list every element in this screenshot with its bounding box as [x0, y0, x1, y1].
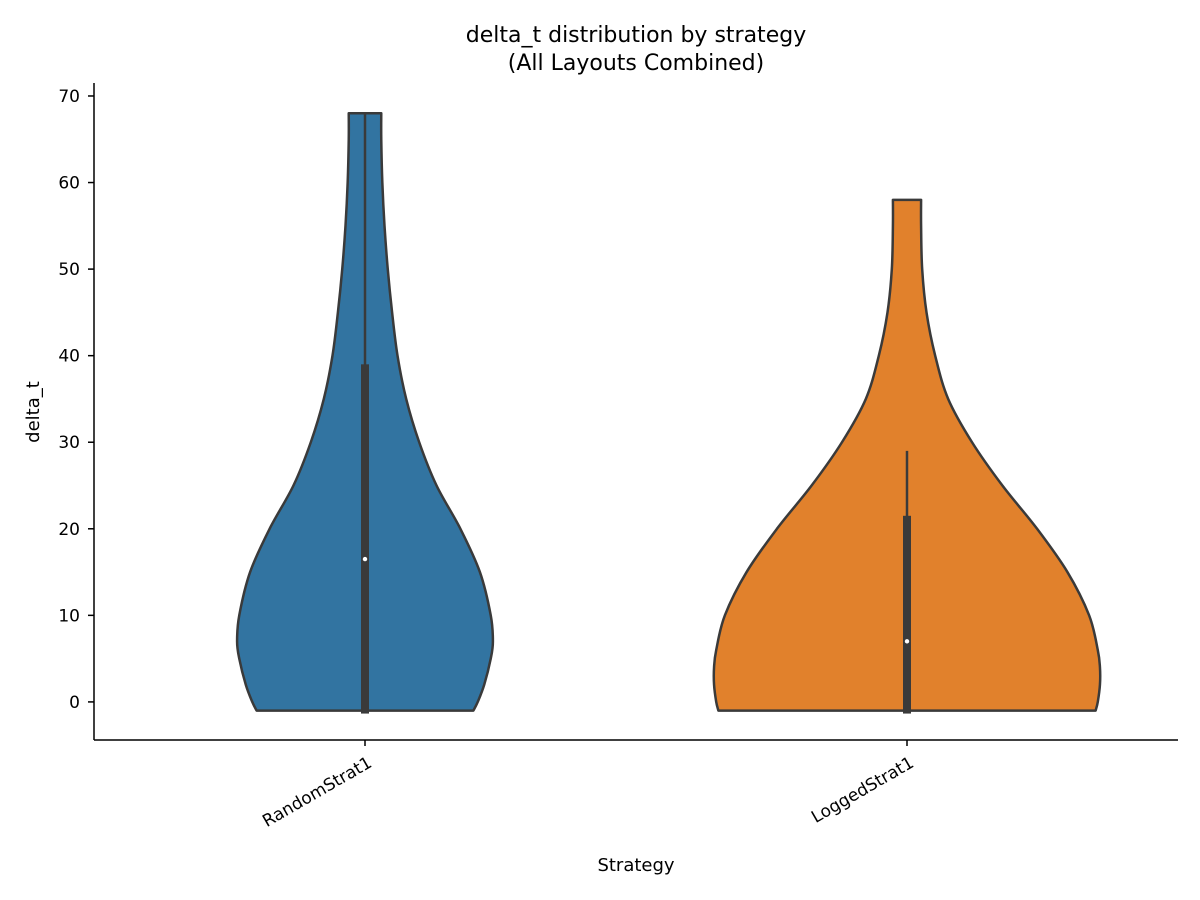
violin-median-dot: [362, 556, 368, 562]
y-axis-label: delta_t: [23, 381, 44, 443]
y-tick-label: 50: [58, 260, 80, 280]
y-axis-ticks: 0 10 20 30 40 50 60 70: [58, 87, 94, 713]
y-tick-label: 60: [58, 174, 80, 194]
x-axis-label: Strategy: [597, 855, 674, 876]
violin-median-dot: [904, 639, 910, 644]
y-tick-label: 10: [58, 606, 80, 626]
chart-title-line-1: delta_t distribution by strategy: [466, 23, 806, 48]
y-tick-label: 0: [69, 693, 80, 713]
x-tick-label: RandomStrat1: [259, 753, 375, 832]
y-tick-label: 70: [58, 87, 80, 107]
chart-title-line-2: (All Layouts Combined): [508, 51, 764, 76]
violin-iqr-box: [361, 364, 369, 714]
y-tick-label: 40: [58, 347, 80, 367]
y-tick-label: 30: [58, 433, 80, 453]
violin-LoggedStrat1: [712, 198, 1102, 714]
x-tick-label: LoggedStrat1: [808, 753, 917, 828]
plot-area: [235, 112, 1102, 714]
x-axis-ticks: RandomStrat1 LoggedStrat1: [259, 740, 918, 832]
violin-RandomStrat1: [235, 112, 495, 714]
y-tick-label: 20: [58, 520, 80, 540]
violin-iqr-box: [903, 515, 911, 714]
